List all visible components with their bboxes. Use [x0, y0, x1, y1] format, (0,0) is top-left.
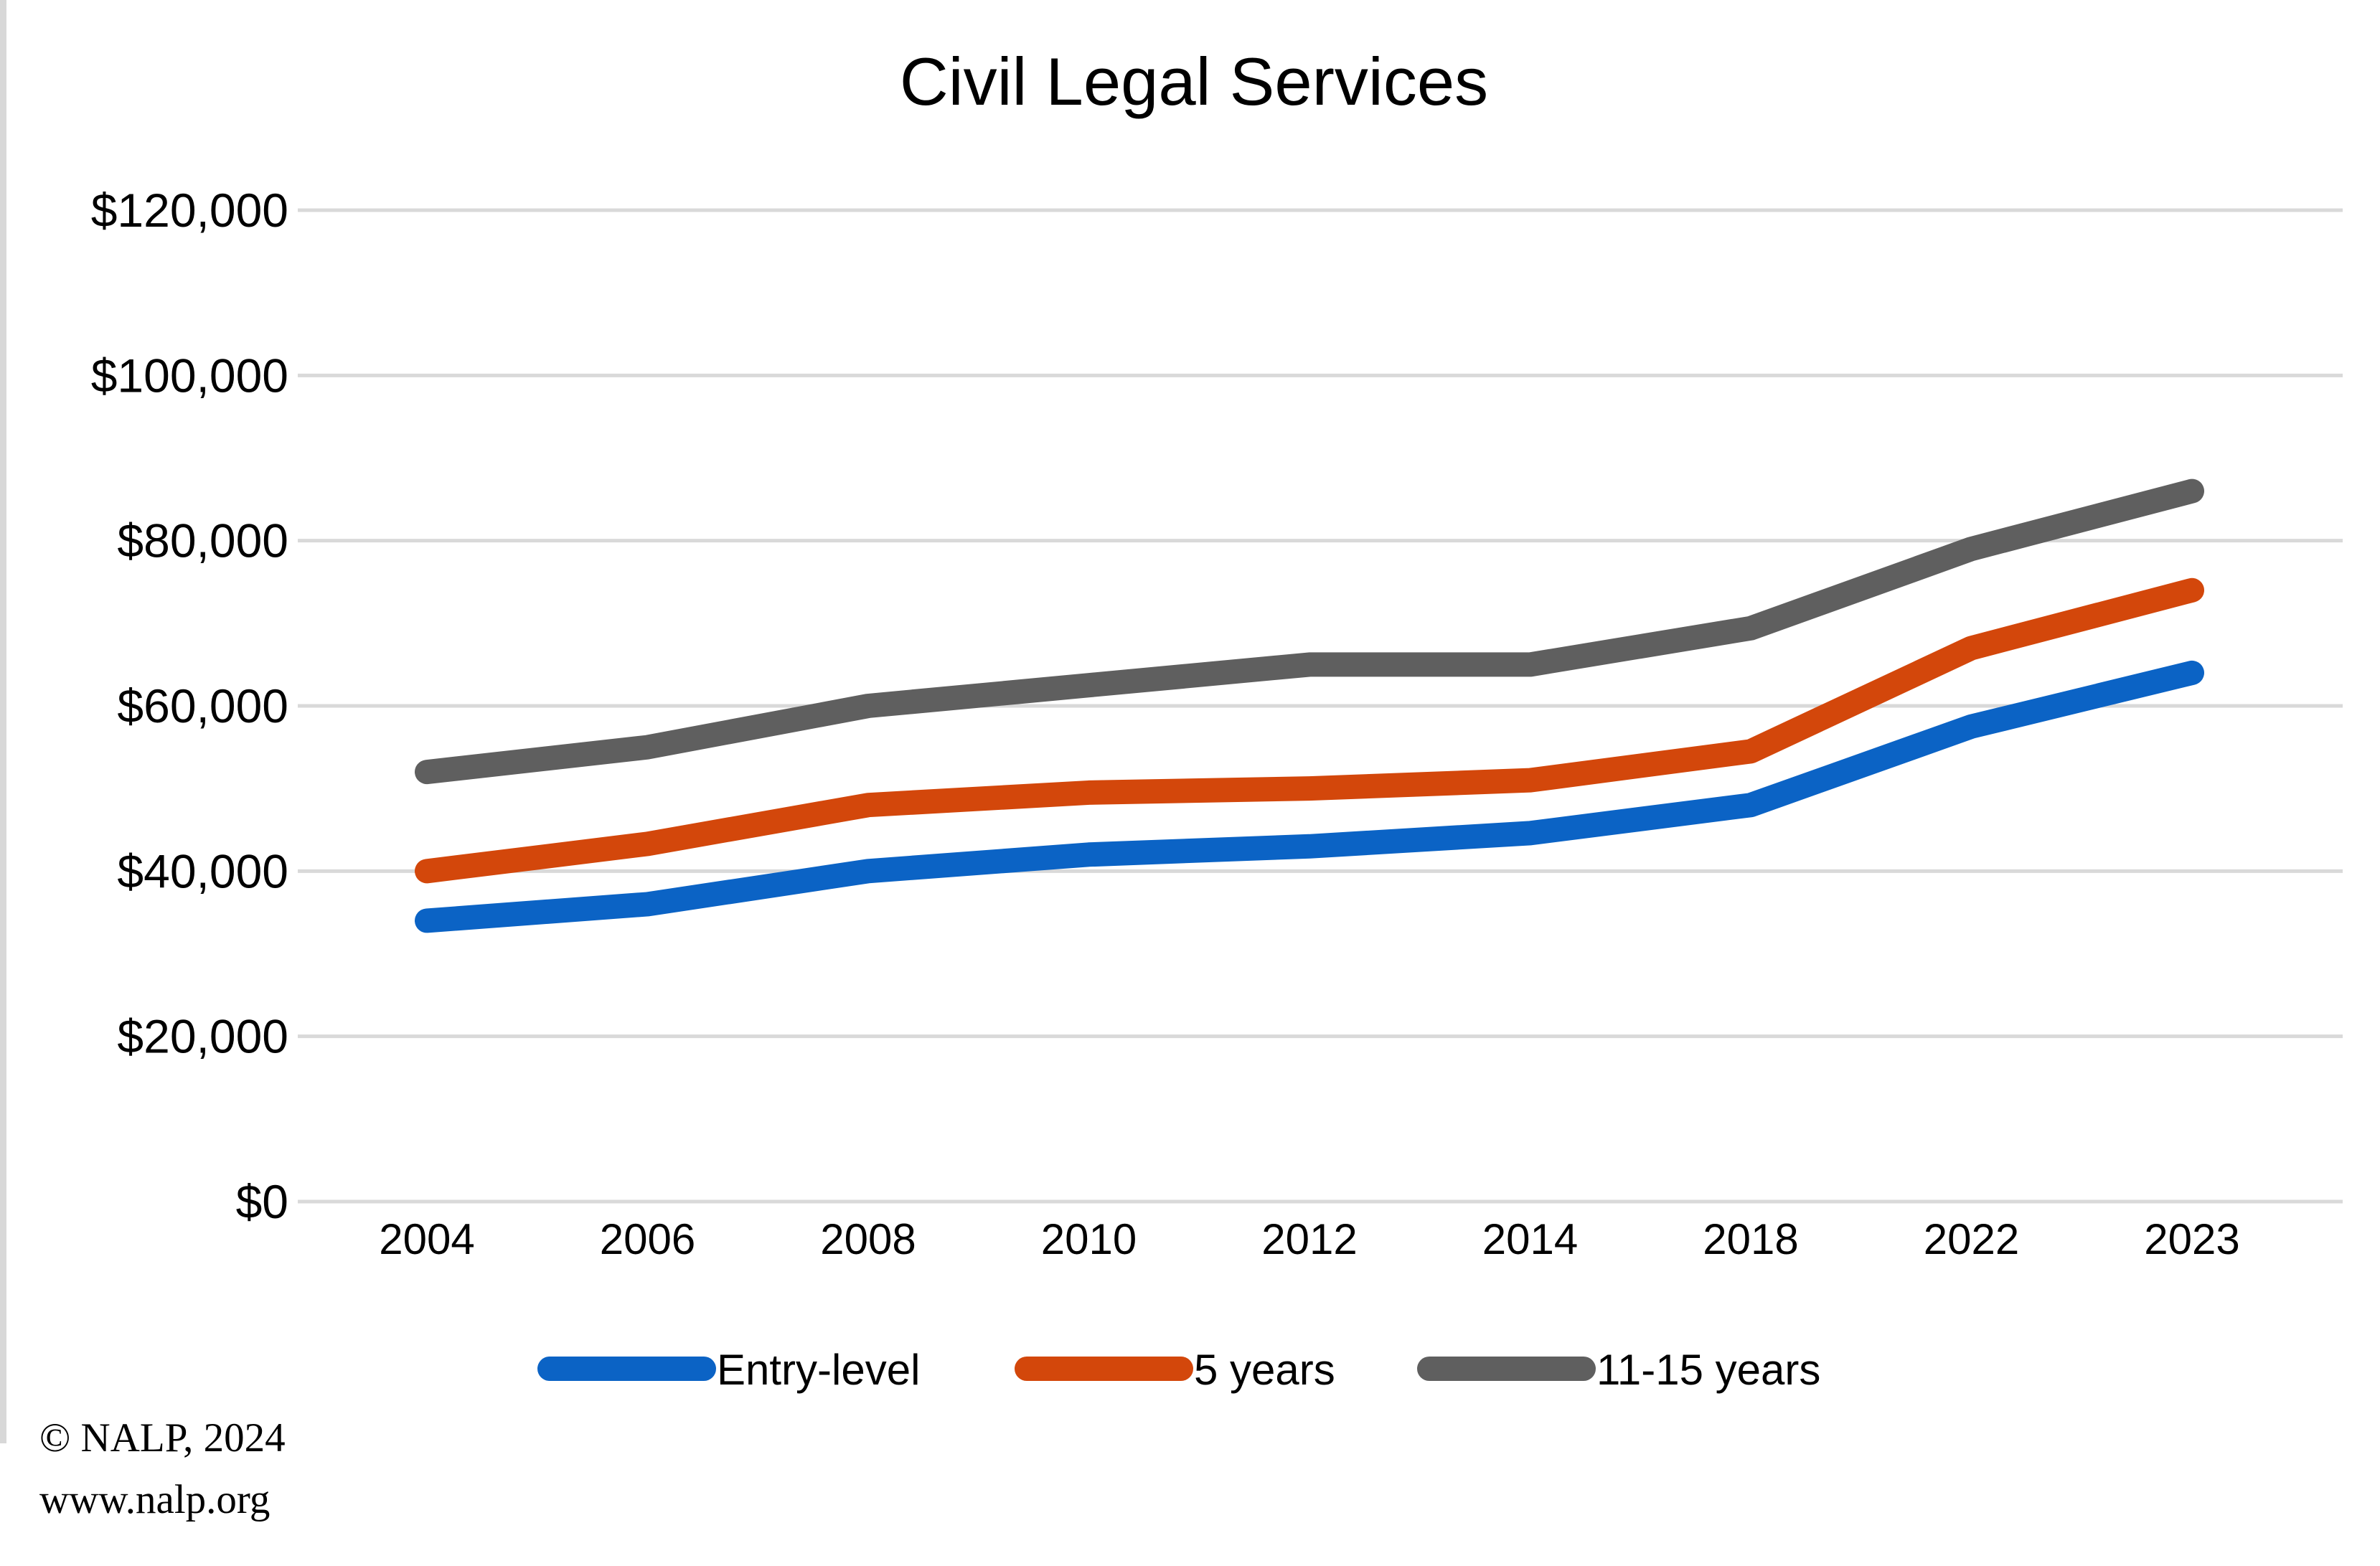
y-tick-label: $0 — [236, 1175, 288, 1228]
y-tick-label: $80,000 — [117, 514, 288, 567]
footer-url: www.nalp.org — [39, 1477, 271, 1522]
y-tick-label: $20,000 — [117, 1010, 288, 1063]
legend-label-5-years: 5 years — [1194, 1346, 1335, 1394]
footer-copyright: © NALP, 2024 — [39, 1415, 286, 1461]
legend-group: Entry-level 5 years 11-15 years — [537, 1346, 1820, 1394]
series-line-11-15-years — [415, 478, 2204, 785]
series-line-entry-level — [415, 660, 2204, 933]
legend-label-11-15-years: 11-15 years — [1596, 1346, 1820, 1394]
x-tick-label: 2010 — [1041, 1215, 1137, 1263]
legend-label-entry-level: Entry-level — [717, 1346, 920, 1394]
y-axis-labels-group: $0 $20,000 $40,000 $60,000 $80,000 $100,000 $1… — [91, 184, 288, 1228]
chart-title: Civil Legal Services — [900, 44, 1488, 119]
x-tick-label: 2014 — [1482, 1215, 1578, 1263]
left-edge-strip — [0, 0, 6, 1443]
y-axis-ticks-group — [298, 208, 319, 1204]
x-tick-label: 2006 — [600, 1215, 695, 1263]
x-axis-labels-group: 2004 2006 2008 2010 2012 2014 2018 2022 2023 — [379, 1215, 2239, 1263]
y-tick-label: $40,000 — [117, 844, 288, 897]
y-tick-label: $60,000 — [117, 679, 288, 732]
series-lines-group — [415, 478, 2204, 933]
y-tick-label: $100,000 — [91, 349, 288, 402]
x-tick-label: 2012 — [1261, 1215, 1357, 1263]
x-tick-label: 2004 — [379, 1215, 474, 1263]
footer-credit: © NALP, 2024 www.nalp.org — [39, 1407, 286, 1531]
series-line-5-years — [415, 577, 2204, 884]
x-tick-label: 2018 — [1703, 1215, 1798, 1263]
x-tick-label: 2022 — [1924, 1215, 2019, 1263]
x-tick-label: 2023 — [2144, 1215, 2239, 1263]
y-tick-label: $120,000 — [91, 184, 288, 237]
x-tick-label: 2008 — [820, 1215, 916, 1263]
